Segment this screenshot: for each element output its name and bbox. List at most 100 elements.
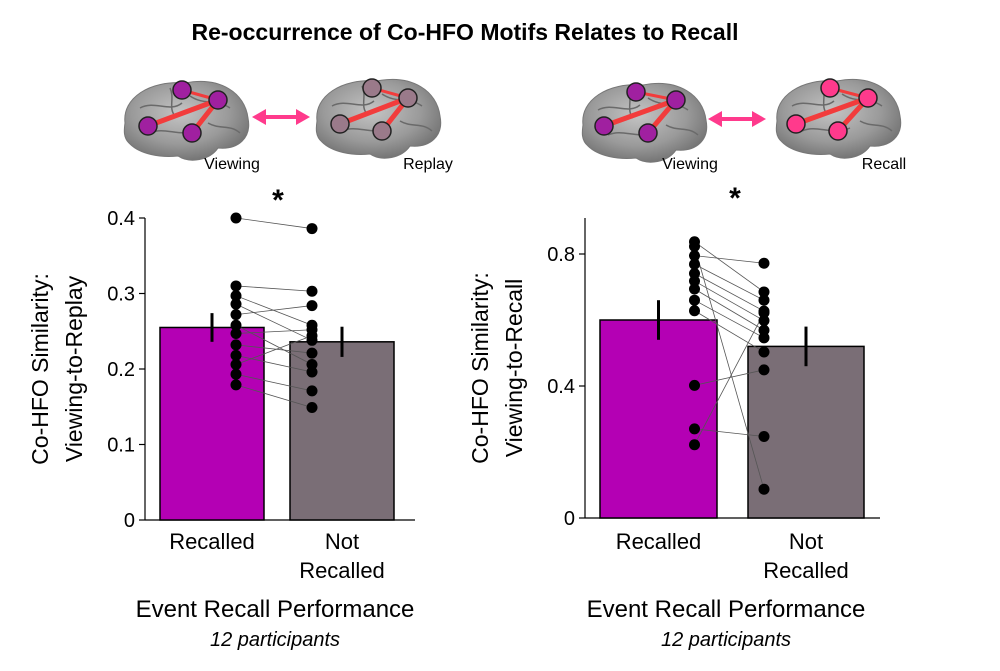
- brain-icon-recall: [775, 78, 902, 159]
- schematic-replay: Viewing Replay: [123, 78, 453, 173]
- paired-line: [235, 335, 313, 365]
- paired-line: [235, 355, 313, 373]
- participants-note: 12 participants: [661, 629, 791, 651]
- category-label: Recalled: [169, 529, 255, 554]
- paired-line: [694, 241, 765, 293]
- data-point: [689, 305, 700, 317]
- data-point: [689, 258, 700, 270]
- paired-line: [694, 255, 765, 264]
- paired-line: [694, 310, 765, 353]
- data-point: [230, 358, 242, 370]
- brain-label-recall: Recall: [862, 156, 906, 173]
- bar: [289, 341, 395, 521]
- paired-line: [235, 324, 313, 365]
- y-tick-label: 0.8: [547, 244, 575, 266]
- paired-line: [694, 369, 765, 386]
- data-point: [230, 368, 242, 380]
- data-point: [306, 300, 318, 312]
- data-point: [758, 257, 770, 269]
- paired-line: [694, 288, 765, 331]
- data-point: [758, 286, 770, 298]
- category-label: Recalled: [763, 558, 849, 583]
- y-tick-label: 0: [564, 508, 575, 530]
- schematic-recall: Viewing Recall: [581, 78, 906, 173]
- bar: [159, 326, 265, 521]
- paired-line: [694, 263, 765, 301]
- double-arrow-icon: [708, 111, 766, 127]
- paired-line: [694, 299, 765, 339]
- data-point: [230, 328, 242, 340]
- data-point: [758, 346, 770, 358]
- data-point: [689, 379, 700, 391]
- data-point: [230, 280, 242, 292]
- category-label: Not: [325, 529, 359, 554]
- y-tick-label: 0.4: [547, 376, 575, 398]
- data-point: [689, 423, 700, 435]
- brain-icon-viewing-1: [123, 80, 250, 161]
- data-point: [758, 430, 770, 442]
- data-point: [230, 290, 242, 302]
- category-label: Recalled: [616, 529, 702, 554]
- brain-label-replay: Replay: [403, 156, 453, 173]
- paired-line: [235, 217, 313, 229]
- data-point: [306, 385, 318, 397]
- double-arrow-icon: [252, 109, 310, 125]
- brain-icon-viewing-2: [581, 82, 708, 163]
- data-point: [306, 285, 318, 297]
- y-axis-label: Viewing-to-Recall: [501, 279, 527, 458]
- paired-line: [235, 373, 313, 392]
- data-point: [306, 347, 318, 359]
- bar: [599, 319, 718, 519]
- paired-line: [235, 305, 313, 316]
- data-point: [689, 250, 700, 262]
- data-point: [758, 332, 770, 344]
- y-tick-label: 0: [124, 510, 135, 532]
- data-point: [230, 349, 242, 361]
- chart-viewing-to-replay: 0 0.1 0.2 0.3 0.4 * Recalled Not Recalled Co-HFO …: [27, 184, 415, 651]
- data-point: [758, 315, 770, 327]
- paired-line: [694, 273, 765, 312]
- data-point: [758, 307, 770, 319]
- participants-note: 12 participants: [210, 629, 340, 651]
- figure-title: Re-occurrence of Co-HFO Motifs Relates t…: [192, 19, 739, 45]
- paired-line: [235, 303, 313, 341]
- data-point: [689, 283, 700, 295]
- significance-marker: *: [729, 182, 741, 215]
- y-tick-label: 0.2: [107, 359, 135, 381]
- data-point: [230, 212, 242, 224]
- paired-line: [235, 285, 313, 292]
- significance-marker: *: [272, 184, 284, 217]
- data-point: [306, 330, 318, 342]
- data-point: [689, 267, 700, 279]
- data-point: [689, 275, 700, 287]
- data-point: [306, 223, 318, 235]
- brain-label-viewing-2: Viewing: [662, 156, 718, 173]
- paired-line: [694, 280, 765, 322]
- data-point: [689, 294, 700, 306]
- data-point: [306, 366, 318, 378]
- paired-line: [694, 428, 765, 437]
- paired-line: [235, 329, 313, 334]
- chart-viewing-to-recall: 0 0.4 0.8 * Recalled Not Recalled Co-HFO Simila…: [467, 182, 880, 651]
- category-label: Recalled: [299, 558, 385, 583]
- data-point: [230, 309, 242, 321]
- y-axis-label: Co-HFO Similarity:: [27, 273, 53, 465]
- data-point: [689, 240, 700, 252]
- y-tick-label: 0.3: [107, 284, 135, 306]
- x-axis-label: Event Recall Performance: [136, 596, 415, 623]
- data-point: [689, 439, 700, 451]
- paired-line: [235, 344, 313, 354]
- data-point: [758, 364, 770, 376]
- data-point: [758, 294, 770, 306]
- data-point: [230, 298, 242, 310]
- data-point: [758, 324, 770, 336]
- data-point: [230, 339, 242, 351]
- data-point: [306, 358, 318, 370]
- y-axis-label: Co-HFO Similarity:: [467, 272, 493, 464]
- data-point: [306, 402, 318, 414]
- paired-line: [235, 384, 313, 408]
- category-label: Not: [789, 529, 823, 554]
- paired-line: [694, 312, 765, 445]
